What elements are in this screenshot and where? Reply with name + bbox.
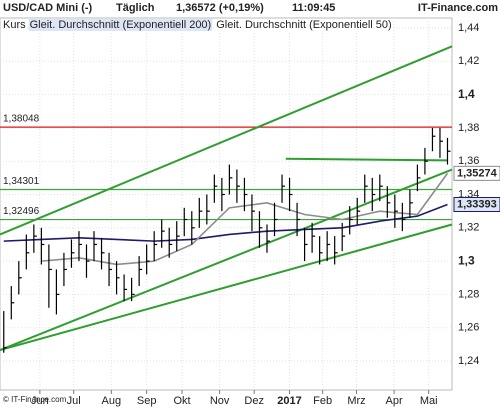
- x-tick-label: Nov: [210, 395, 230, 407]
- y-tick-label: 1,3: [458, 253, 475, 267]
- legend-bg: [28, 19, 213, 31]
- last-value-box: [453, 165, 500, 181]
- y-tick-label: 1,44: [458, 22, 479, 34]
- trendline: [285, 157, 448, 162]
- last-value-box: [453, 196, 500, 212]
- y-tick-label: 1,36: [458, 155, 479, 167]
- x-tick-label: Apr: [386, 395, 403, 407]
- x-tick-label: Jun: [31, 395, 49, 407]
- quote: 1,36572 (+0,19%): [176, 2, 264, 14]
- level-label: 1,32496: [3, 206, 40, 217]
- last-value-label: 1,33393: [457, 198, 497, 210]
- time: 11:09:45: [292, 2, 335, 14]
- moving-average: [41, 172, 449, 266]
- legend-bg: [215, 19, 393, 31]
- legend-entry: Kurs: [3, 19, 26, 31]
- level-label: 1,34301: [3, 176, 40, 187]
- x-tick-label: Feb: [313, 395, 332, 407]
- period: Täglich: [116, 2, 155, 14]
- x-tick-label: Mrz: [347, 395, 365, 407]
- source: IT-Finance.com: [418, 2, 498, 14]
- copyright: © IT-Finance.com: [3, 395, 67, 404]
- y-tick-label: 1,38: [458, 122, 479, 134]
- trendline: [0, 45, 453, 236]
- x-tick-label: Dez: [244, 395, 264, 407]
- y-tick-label: 1,24: [458, 355, 479, 367]
- trendline: [0, 223, 453, 351]
- legend-entry: Gleit. Durchschnitt (Exponentiell 50): [216, 19, 391, 31]
- trendline: [0, 168, 453, 351]
- x-tick-label: Sep: [137, 395, 157, 407]
- instrument: USD/CAD Mini (-): [3, 2, 93, 14]
- x-tick-label: Mai: [420, 395, 438, 407]
- y-tick-label: 1,32: [458, 222, 479, 234]
- x-tick-label: 2017: [277, 395, 301, 407]
- last-value-label: 1,35274: [457, 167, 498, 179]
- y-tick-label: 1,28: [458, 288, 479, 300]
- x-tick-label: Jul: [67, 395, 81, 407]
- x-tick-label: Aug: [102, 395, 122, 407]
- legend-entry: Gleit. Durchschnitt (Exponentiell 200): [30, 19, 212, 31]
- y-tick-label: 1,26: [458, 322, 479, 334]
- level-label: 1,38048: [3, 114, 40, 125]
- y-tick-label: 1,4: [458, 87, 475, 101]
- y-tick-label: 1,42: [458, 55, 479, 67]
- x-tick-label: Okt: [173, 395, 190, 407]
